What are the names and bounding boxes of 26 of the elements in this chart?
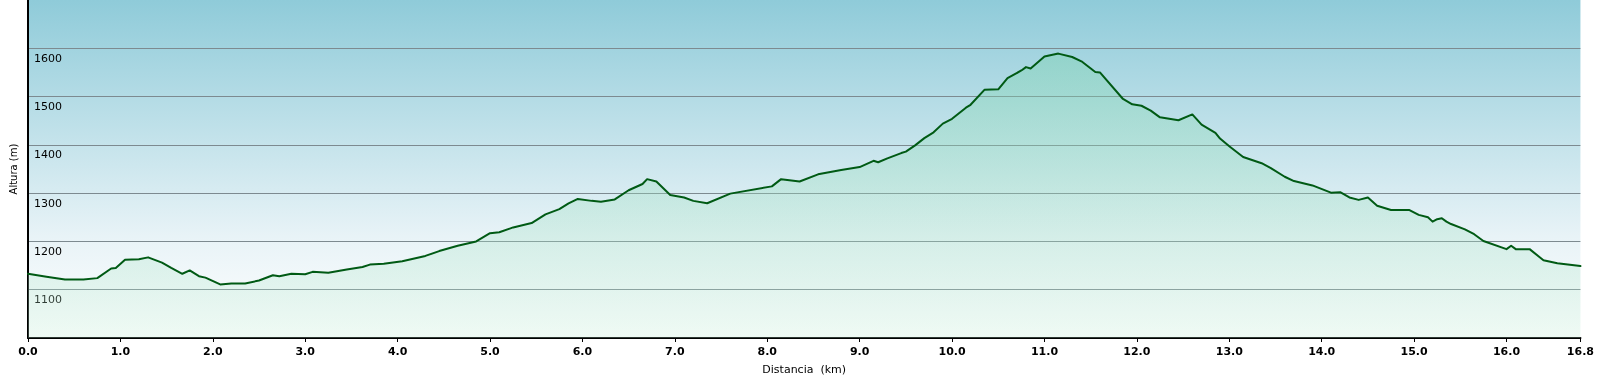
x-tick-label: 12.0	[1123, 345, 1151, 358]
y-axis-title: Altura (m)	[7, 143, 19, 195]
y-tick-label: 1100	[34, 293, 62, 307]
y-tick-label: 1300	[34, 196, 62, 210]
x-tick-label: 10.0	[938, 345, 966, 358]
x-tick-label: 16.8	[1566, 345, 1594, 358]
y-tick-label: 1200	[34, 244, 62, 258]
x-tick-label: 3.0	[295, 345, 316, 358]
x-tick-label: 11.0	[1030, 345, 1059, 358]
x-tick-label: 16.0	[1492, 345, 1521, 358]
x-tick-label: 6.0	[572, 345, 593, 358]
y-tick-label: 1400	[34, 148, 62, 162]
y-tick-label: 1500	[34, 100, 62, 114]
x-tick-label: 7.0	[665, 345, 685, 358]
x-tick-label: 1.0	[110, 345, 131, 358]
x-tick-label: 5.0	[480, 345, 501, 358]
x-tick-label: 4.0	[387, 345, 408, 358]
x-tick-label: 2.0	[203, 345, 223, 358]
y-tick-label: 1600	[34, 51, 62, 65]
x-tick-label: 8.0	[757, 345, 778, 358]
x-axis-title: Distancia (km)	[762, 363, 847, 376]
x-tick-label: 13.0	[1215, 345, 1244, 358]
x-tick-label: 14.0	[1308, 345, 1336, 358]
x-tick-label: 9.0	[849, 345, 870, 358]
x-tick-label: 0.0	[18, 345, 39, 358]
x-tick-label: 15.0	[1400, 345, 1429, 358]
